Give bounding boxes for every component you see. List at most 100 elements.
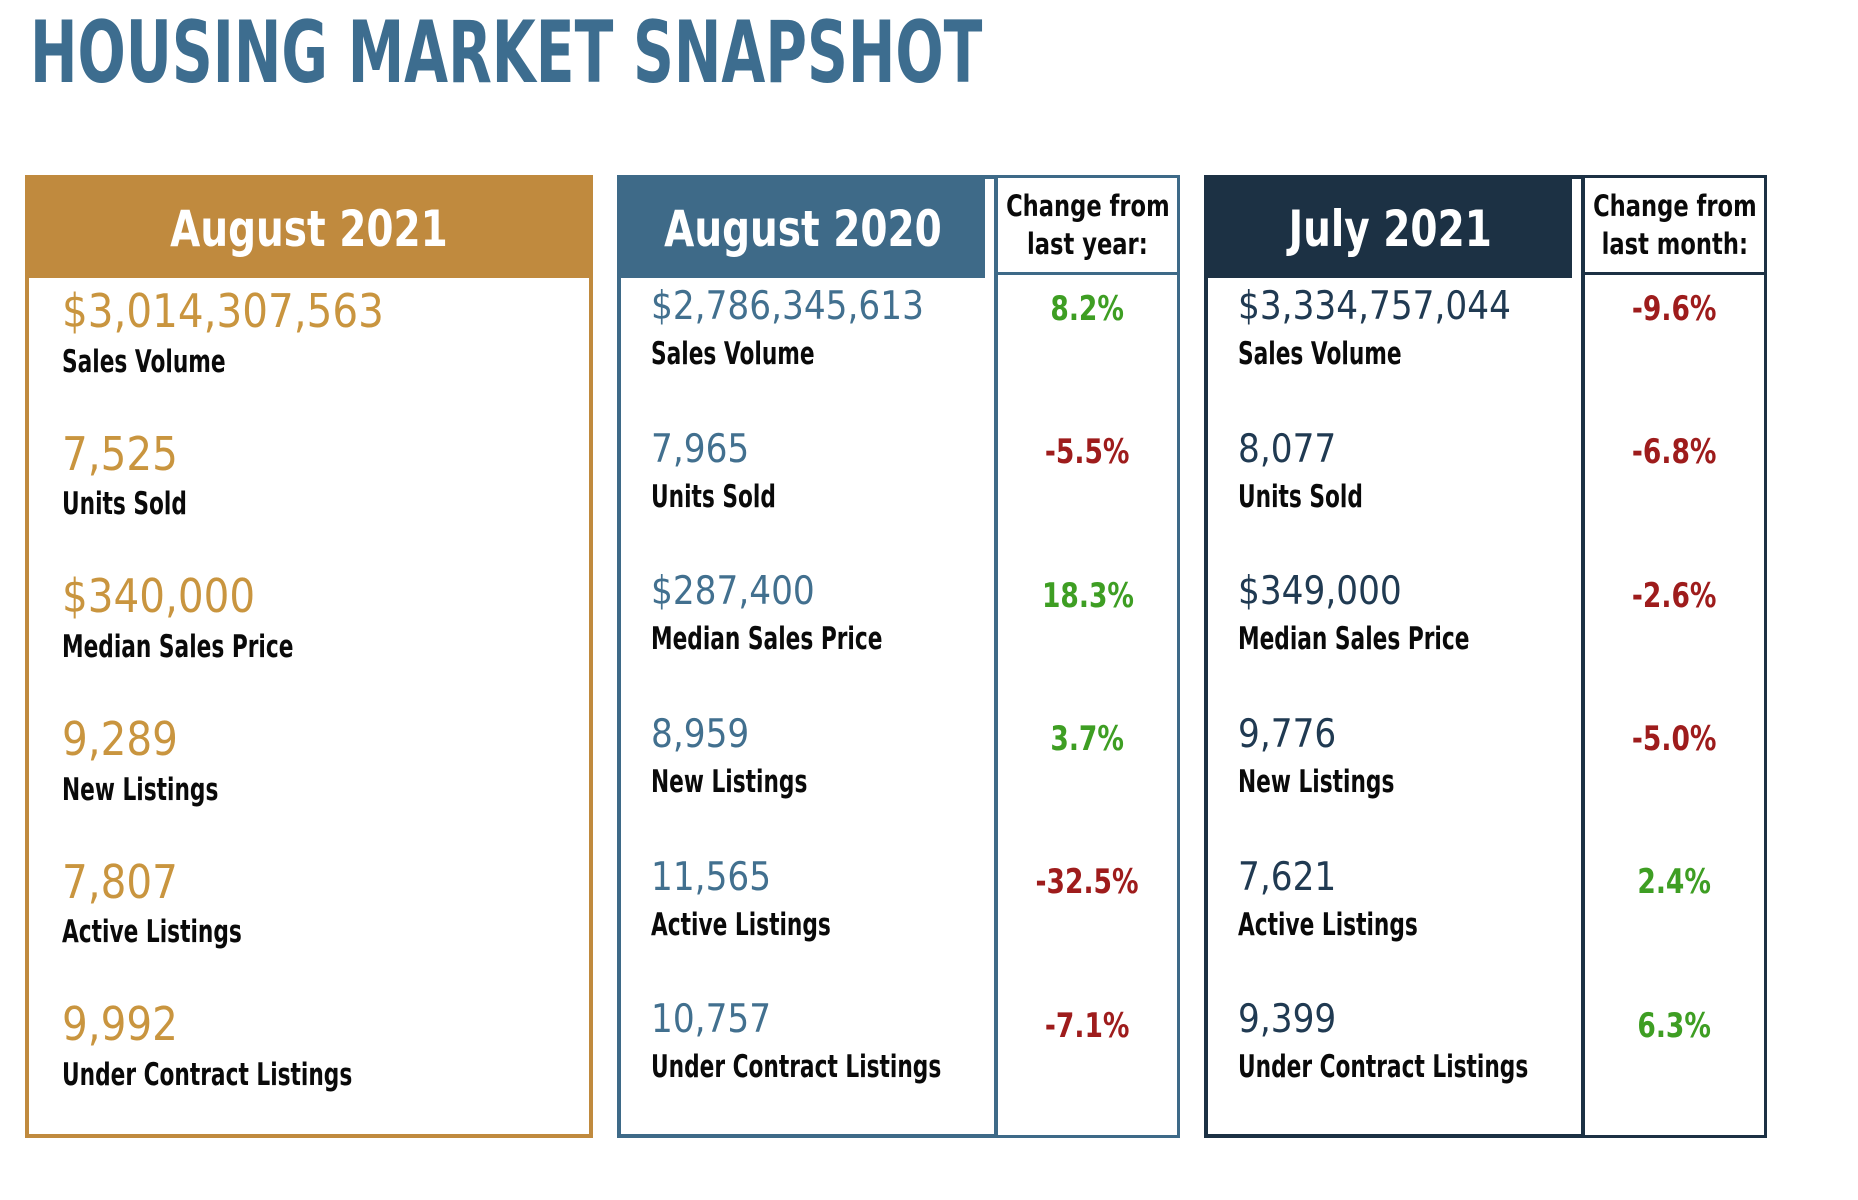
metric-value: 9,776 xyxy=(1238,712,1337,757)
metric-value: 7,525 xyxy=(62,426,178,481)
metric-rows: $3,334,757,044 Sales Volume 8,077 Units … xyxy=(1208,278,1581,1134)
metric-value: $287,400 xyxy=(651,569,815,615)
change-row-active-listings: -32.5% xyxy=(998,848,1177,991)
change-rows: -9.6% -6.8% -2.6% -5.0% 2.4% 6 xyxy=(1585,275,1764,1135)
change-value: -5.0% xyxy=(1632,718,1717,759)
change-from-last-year-column: Change from last year: 8.2% -5.5% 18.3% … xyxy=(995,175,1180,1138)
change-value: 6.3% xyxy=(1637,1005,1712,1046)
change-value: -9.6% xyxy=(1632,289,1717,329)
metric-value: 10,757 xyxy=(651,997,772,1043)
panel-july-2021-box: July 2021 $3,334,757,044 Sales Volume 8,… xyxy=(1204,175,1585,1138)
change-header-line2: last year: xyxy=(1027,227,1148,261)
change-row-new-listings: 3.7% xyxy=(998,705,1177,848)
metric-row-units-sold: 7,525 Units Sold xyxy=(29,421,589,564)
metric-row-sales-volume: $3,014,307,563 Sales Volume xyxy=(29,278,589,421)
metric-value: $340,000 xyxy=(62,569,256,624)
panel-august-2020-box: August 2020 $2,786,345,613 Sales Volume … xyxy=(617,175,998,1138)
metric-row-active-listings: 7,621 Active Listings xyxy=(1208,849,1653,992)
metric-label: Sales Volume xyxy=(651,335,815,372)
metric-label: Median Sales Price xyxy=(62,628,294,665)
metric-label: Median Sales Price xyxy=(1238,621,1470,658)
change-value: -32.5% xyxy=(1035,862,1140,903)
metric-label: New Listings xyxy=(1238,763,1395,800)
metric-value: $349,000 xyxy=(1238,569,1402,615)
change-row-sales-volume: 8.2% xyxy=(998,275,1177,418)
metric-label: Under Contract Listings xyxy=(651,1049,942,1086)
metric-row-under-contract-listings: 9,992 Under Contract Listings xyxy=(29,991,589,1134)
metric-label: Units Sold xyxy=(62,486,187,523)
metric-row-under-contract-listings: 10,757 Under Contract Listings xyxy=(621,991,1066,1134)
metric-label: Sales Volume xyxy=(62,343,226,380)
change-value: 3.7% xyxy=(1050,718,1125,759)
metric-label: Units Sold xyxy=(1238,478,1363,515)
metric-row-units-sold: 7,965 Units Sold xyxy=(621,421,1066,564)
metric-row-active-listings: 7,807 Active Listings xyxy=(29,849,589,992)
metric-value: 9,992 xyxy=(62,997,178,1052)
metric-row-median-sales-price: $287,400 Median Sales Price xyxy=(621,563,1066,706)
metric-value: 8,077 xyxy=(1238,426,1337,472)
change-row-under-contract-listings: 6.3% xyxy=(1585,992,1764,1135)
change-row-new-listings: -5.0% xyxy=(1585,705,1764,848)
metric-row-under-contract-listings: 9,399 Under Contract Listings xyxy=(1208,991,1653,1134)
panel-header-label: July 2021 xyxy=(1288,199,1492,258)
panel-august-2021-header: August 2021 xyxy=(29,179,589,278)
metric-label: Active Listings xyxy=(651,906,831,943)
panel-july-2021-header: July 2021 xyxy=(1208,179,1572,278)
panel-header-label: August 2021 xyxy=(170,199,448,258)
metric-label: Under Contract Listings xyxy=(62,1056,353,1093)
change-row-active-listings: 2.4% xyxy=(1585,848,1764,991)
panel-august-2021-box: August 2021 $3,014,307,563 Sales Volume … xyxy=(25,175,593,1138)
metric-value: 9,399 xyxy=(1238,997,1337,1043)
metric-value: 7,965 xyxy=(651,426,750,472)
metric-rows: $3,014,307,563 Sales Volume 7,525 Units … xyxy=(29,278,589,1134)
metric-row-new-listings: 8,959 New Listings xyxy=(621,706,1066,849)
metric-value: 8,959 xyxy=(651,712,750,757)
panel-august-2020-header: August 2020 xyxy=(621,179,985,278)
change-row-median-sales-price: 18.3% xyxy=(998,562,1177,705)
panels-container: August 2021 $3,014,307,563 Sales Volume … xyxy=(25,175,1767,1138)
change-row-under-contract-listings: -7.1% xyxy=(998,992,1177,1135)
change-value: 18.3% xyxy=(1041,575,1134,616)
metric-value: $2,786,345,613 xyxy=(651,284,924,329)
panel-header-label: August 2020 xyxy=(664,199,942,258)
metric-label: Active Listings xyxy=(62,914,242,951)
metric-row-units-sold: 8,077 Units Sold xyxy=(1208,421,1653,564)
metric-label: New Listings xyxy=(651,763,808,800)
change-value: -6.8% xyxy=(1632,432,1717,473)
metric-label: Median Sales Price xyxy=(651,621,883,658)
change-value: -5.5% xyxy=(1045,432,1130,473)
metric-label: Units Sold xyxy=(651,478,776,515)
metric-label: Under Contract Listings xyxy=(1238,1049,1529,1086)
metric-label: Sales Volume xyxy=(1238,335,1402,372)
metric-value: $3,014,307,563 xyxy=(62,284,384,338)
metric-value: $3,334,757,044 xyxy=(1238,284,1511,329)
metric-row-sales-volume: $3,334,757,044 Sales Volume xyxy=(1208,278,1653,421)
metric-value: 11,565 xyxy=(651,854,772,900)
metric-row-sales-volume: $2,786,345,613 Sales Volume xyxy=(621,278,1066,421)
metric-row-median-sales-price: $340,000 Median Sales Price xyxy=(29,563,589,706)
change-value: 2.4% xyxy=(1637,862,1712,903)
page-title: HOUSING MARKET SNAPSHOT xyxy=(30,3,983,103)
metric-value: 9,289 xyxy=(62,712,178,766)
metric-value: 7,621 xyxy=(1238,854,1337,900)
change-row-units-sold: -6.8% xyxy=(1585,418,1764,561)
change-value: 8.2% xyxy=(1050,289,1125,329)
panel-july-2021: July 2021 $3,334,757,044 Sales Volume 8,… xyxy=(1204,175,1767,1138)
change-value: -2.6% xyxy=(1632,575,1717,616)
metric-label: Active Listings xyxy=(1238,906,1418,943)
change-rows: 8.2% -5.5% 18.3% 3.7% -32.5% - xyxy=(998,275,1177,1135)
change-value: -7.1% xyxy=(1045,1005,1130,1046)
metric-row-new-listings: 9,776 New Listings xyxy=(1208,706,1653,849)
metric-row-median-sales-price: $349,000 Median Sales Price xyxy=(1208,563,1653,706)
change-from-last-month-column: Change from last month: -9.6% -6.8% -2.6… xyxy=(1582,175,1767,1138)
change-header-line1: Change from xyxy=(1005,188,1170,223)
metric-row-new-listings: 9,289 New Listings xyxy=(29,706,589,849)
change-row-median-sales-price: -2.6% xyxy=(1585,562,1764,705)
metric-row-active-listings: 11,565 Active Listings xyxy=(621,849,1066,992)
metric-rows: $2,786,345,613 Sales Volume 7,965 Units … xyxy=(621,278,994,1134)
change-column-header: Change from last year: xyxy=(998,178,1177,275)
change-header-line2: last month: xyxy=(1601,227,1748,261)
change-header-line1: Change from xyxy=(1592,188,1757,223)
metric-label: New Listings xyxy=(62,771,219,808)
change-column-header: Change from last month: xyxy=(1585,178,1764,275)
